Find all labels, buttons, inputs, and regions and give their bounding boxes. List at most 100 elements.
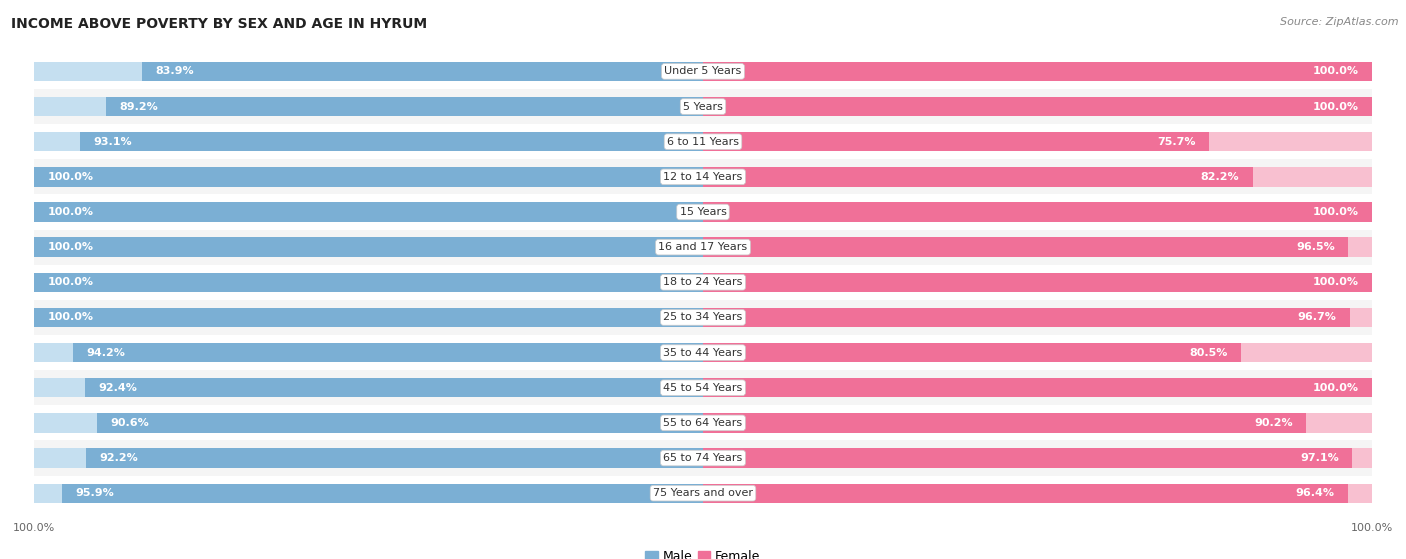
Text: 55 to 64 Years: 55 to 64 Years bbox=[664, 418, 742, 428]
Text: 96.4%: 96.4% bbox=[1295, 488, 1334, 498]
Bar bbox=[703, 132, 1209, 151]
Bar bbox=[703, 167, 1253, 187]
Bar bbox=[703, 484, 1372, 503]
Bar bbox=[703, 202, 1372, 222]
Text: 100.0%: 100.0% bbox=[1312, 383, 1358, 393]
Bar bbox=[34, 343, 703, 362]
Bar bbox=[34, 89, 1372, 124]
Text: Under 5 Years: Under 5 Years bbox=[665, 67, 741, 77]
Bar bbox=[34, 378, 703, 397]
Text: 18 to 24 Years: 18 to 24 Years bbox=[664, 277, 742, 287]
Text: 90.2%: 90.2% bbox=[1254, 418, 1294, 428]
Text: 75 Years and over: 75 Years and over bbox=[652, 488, 754, 498]
Bar bbox=[34, 124, 1372, 159]
Text: 97.1%: 97.1% bbox=[1301, 453, 1339, 463]
Bar bbox=[34, 308, 703, 327]
Text: 100.0%: 100.0% bbox=[1312, 102, 1358, 112]
Bar bbox=[84, 378, 703, 397]
Text: 45 to 54 Years: 45 to 54 Years bbox=[664, 383, 742, 393]
Bar bbox=[703, 97, 1372, 116]
Bar bbox=[34, 405, 1372, 440]
Bar bbox=[703, 132, 1372, 151]
Bar bbox=[703, 378, 1372, 397]
Bar bbox=[34, 54, 1372, 89]
Text: 89.2%: 89.2% bbox=[120, 102, 159, 112]
Text: 100.0%: 100.0% bbox=[48, 277, 94, 287]
Bar bbox=[34, 273, 703, 292]
Text: 90.6%: 90.6% bbox=[111, 418, 149, 428]
Text: 95.9%: 95.9% bbox=[75, 488, 114, 498]
Bar bbox=[34, 335, 1372, 370]
Bar bbox=[703, 167, 1372, 187]
Bar bbox=[703, 413, 1372, 433]
Bar bbox=[34, 413, 703, 433]
Text: 6 to 11 Years: 6 to 11 Years bbox=[666, 137, 740, 146]
Text: 16 and 17 Years: 16 and 17 Years bbox=[658, 242, 748, 252]
Text: 96.7%: 96.7% bbox=[1298, 312, 1337, 323]
Bar bbox=[703, 343, 1241, 362]
Bar bbox=[34, 265, 1372, 300]
Bar bbox=[34, 97, 703, 116]
Bar bbox=[703, 202, 1372, 222]
Text: 83.9%: 83.9% bbox=[155, 67, 194, 77]
Text: 94.2%: 94.2% bbox=[86, 348, 125, 358]
Legend: Male, Female: Male, Female bbox=[641, 546, 765, 559]
Bar bbox=[34, 159, 1372, 195]
Bar bbox=[34, 195, 1372, 230]
Text: 65 to 74 Years: 65 to 74 Years bbox=[664, 453, 742, 463]
Text: 35 to 44 Years: 35 to 44 Years bbox=[664, 348, 742, 358]
Bar bbox=[34, 238, 703, 257]
Bar bbox=[34, 202, 703, 222]
Bar bbox=[73, 343, 703, 362]
Bar bbox=[97, 413, 703, 433]
Text: 15 Years: 15 Years bbox=[679, 207, 727, 217]
Bar bbox=[34, 167, 703, 187]
Text: 96.5%: 96.5% bbox=[1296, 242, 1336, 252]
Text: 100.0%: 100.0% bbox=[1312, 67, 1358, 77]
Bar bbox=[34, 476, 1372, 511]
Text: 100.0%: 100.0% bbox=[48, 242, 94, 252]
Bar bbox=[703, 273, 1372, 292]
Bar bbox=[34, 440, 1372, 476]
Text: 92.4%: 92.4% bbox=[98, 383, 138, 393]
Bar bbox=[703, 97, 1372, 116]
Bar bbox=[34, 202, 703, 222]
Bar bbox=[34, 308, 703, 327]
Bar bbox=[703, 308, 1350, 327]
Text: 100.0%: 100.0% bbox=[48, 312, 94, 323]
Bar bbox=[34, 61, 703, 81]
Bar bbox=[34, 132, 703, 151]
Bar bbox=[34, 370, 1372, 405]
Bar bbox=[703, 413, 1306, 433]
Text: 82.2%: 82.2% bbox=[1201, 172, 1240, 182]
Bar bbox=[703, 238, 1372, 257]
Bar bbox=[703, 378, 1372, 397]
Bar bbox=[34, 238, 703, 257]
Text: 25 to 34 Years: 25 to 34 Years bbox=[664, 312, 742, 323]
Bar bbox=[703, 308, 1372, 327]
Text: Source: ZipAtlas.com: Source: ZipAtlas.com bbox=[1281, 17, 1399, 27]
Bar bbox=[703, 273, 1372, 292]
Bar bbox=[142, 61, 703, 81]
Text: 80.5%: 80.5% bbox=[1189, 348, 1227, 358]
Bar bbox=[62, 484, 703, 503]
Bar bbox=[34, 230, 1372, 265]
Bar bbox=[703, 61, 1372, 81]
Bar bbox=[703, 484, 1348, 503]
Text: 100.0%: 100.0% bbox=[48, 207, 94, 217]
Bar bbox=[703, 448, 1372, 468]
Bar bbox=[34, 448, 703, 468]
Text: INCOME ABOVE POVERTY BY SEX AND AGE IN HYRUM: INCOME ABOVE POVERTY BY SEX AND AGE IN H… bbox=[11, 17, 427, 31]
Bar bbox=[703, 238, 1348, 257]
Bar bbox=[703, 343, 1372, 362]
Bar bbox=[107, 97, 703, 116]
Bar bbox=[34, 484, 703, 503]
Bar bbox=[703, 448, 1353, 468]
Text: 5 Years: 5 Years bbox=[683, 102, 723, 112]
Bar bbox=[34, 273, 703, 292]
Bar bbox=[703, 61, 1372, 81]
Bar bbox=[34, 167, 703, 187]
Bar bbox=[86, 448, 703, 468]
Bar bbox=[80, 132, 703, 151]
Text: 92.2%: 92.2% bbox=[100, 453, 138, 463]
